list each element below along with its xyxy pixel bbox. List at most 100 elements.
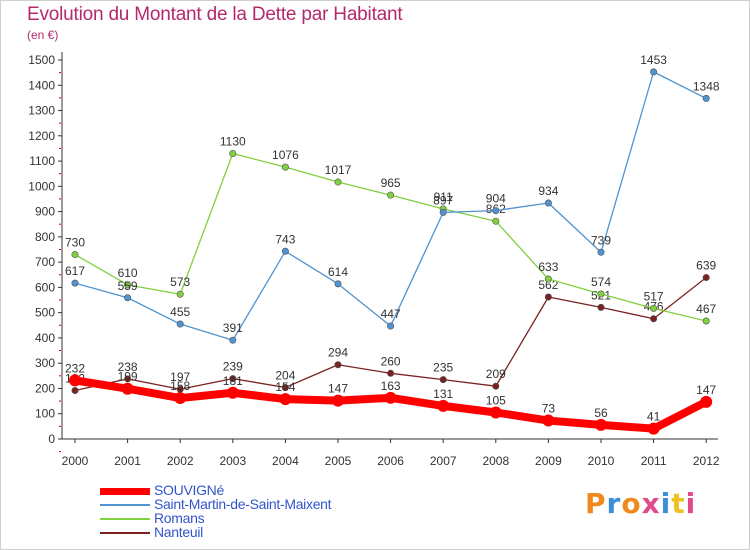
- data-label: 197: [170, 370, 190, 384]
- data-point: [229, 375, 237, 383]
- data-label: 897: [433, 193, 453, 207]
- data-point: [439, 376, 447, 384]
- y-tick-label: 300: [35, 356, 55, 370]
- data-label: 235: [433, 361, 453, 375]
- data-point: [544, 275, 552, 283]
- data-point: [597, 303, 605, 311]
- data-label: 105: [486, 393, 506, 407]
- data-label: 238: [118, 360, 138, 374]
- legend-swatch: [100, 488, 150, 495]
- data-point: [544, 199, 552, 207]
- logo-letter: o: [621, 487, 642, 520]
- data-point: [71, 279, 79, 287]
- y-tick-label: 400: [35, 331, 55, 345]
- x-tick-label: 2011: [641, 454, 667, 468]
- data-label: 455: [170, 305, 190, 319]
- data-label: 294: [328, 346, 348, 360]
- data-point: [387, 322, 395, 330]
- data-label: 743: [275, 232, 295, 246]
- series-line: [74, 71, 707, 341]
- y-tick-label: 600: [35, 280, 55, 294]
- y-tick-label: 1300: [28, 104, 55, 118]
- y-tick-label: 0: [48, 432, 55, 446]
- data-point: [492, 207, 500, 215]
- data-point: [174, 392, 187, 405]
- logo-letter: x: [641, 487, 661, 520]
- data-label: 232: [65, 361, 85, 375]
- x-tick-label: 2009: [535, 454, 562, 468]
- data-point: [124, 281, 132, 289]
- data-label: 209: [486, 367, 506, 381]
- data-label: 574: [591, 275, 611, 289]
- data-label: 617: [65, 264, 85, 278]
- data-point: [544, 293, 552, 301]
- data-point: [334, 178, 342, 186]
- data-label: 147: [328, 382, 348, 396]
- y-tick-label: 800: [35, 230, 55, 244]
- data-point: [334, 361, 342, 369]
- data-point: [281, 247, 289, 255]
- data-point: [124, 375, 132, 383]
- y-tick-label: 1500: [28, 53, 55, 67]
- legend-label: Romans: [154, 510, 205, 526]
- x-tick-label: 2001: [114, 454, 141, 468]
- data-point: [279, 393, 292, 406]
- data-label: 633: [538, 260, 558, 274]
- chart-title: Evolution du Montant de la Dette par Hab…: [27, 4, 403, 25]
- data-label: 911: [434, 190, 453, 204]
- data-point: [437, 399, 450, 412]
- data-point: [647, 422, 660, 435]
- data-point: [387, 191, 395, 199]
- data-point: [650, 304, 658, 312]
- x-tick-label: 2004: [272, 454, 299, 468]
- data-label: 517: [644, 289, 664, 303]
- line-chart: 0 100 200 300 400 500 600 700 800 900 1000 1100 1200…: [28, 52, 720, 468]
- data-label: 904: [486, 192, 506, 206]
- y-tick-label: 500: [35, 306, 55, 320]
- data-label: 573: [170, 275, 190, 289]
- legend-swatch: [100, 532, 150, 534]
- data-point: [492, 382, 500, 390]
- data-label: 1348: [693, 79, 720, 93]
- data-label: 163: [381, 379, 401, 393]
- y-tick-label: 100: [35, 407, 55, 421]
- data-label: 199: [118, 370, 138, 384]
- legend-swatch: [100, 518, 150, 520]
- legend-label: SOUVIGNé: [154, 482, 224, 498]
- data-point: [489, 406, 502, 419]
- data-label: 131: [433, 387, 453, 401]
- data-label: 614: [328, 265, 348, 279]
- data-label: 73: [542, 402, 556, 416]
- y-tick-label: 1400: [28, 78, 55, 92]
- data-label: 1017: [325, 163, 352, 177]
- data-label: 204: [275, 368, 295, 382]
- x-tick-label: 2003: [219, 454, 246, 468]
- logo-letter: r: [606, 487, 622, 520]
- x-tick-label: 2007: [430, 454, 457, 468]
- logo-letter: P: [585, 487, 607, 520]
- data-point: [121, 382, 134, 395]
- data-label: 562: [538, 278, 558, 292]
- data-label: 239: [223, 360, 243, 374]
- data-label: 447: [381, 307, 401, 321]
- logo-letter: t: [671, 487, 686, 520]
- chart-unit: (en €): [27, 28, 59, 42]
- data-label: 1076: [272, 148, 299, 162]
- data-point: [176, 290, 184, 298]
- data-label: 730: [65, 236, 85, 250]
- data-point: [542, 414, 555, 427]
- y-tick-label: 200: [35, 381, 55, 395]
- data-point: [597, 290, 605, 298]
- data-point: [334, 280, 342, 288]
- data-point: [332, 394, 344, 407]
- data-point: [702, 317, 710, 325]
- data-label: 391: [223, 321, 243, 335]
- data-point: [702, 274, 710, 282]
- x-tick-label: 2006: [377, 454, 404, 468]
- logo-letter: i: [685, 487, 697, 520]
- data-point: [384, 391, 397, 404]
- legend-swatch: [100, 504, 150, 506]
- data-label: 610: [118, 266, 138, 280]
- logo-letter: i: [660, 487, 672, 520]
